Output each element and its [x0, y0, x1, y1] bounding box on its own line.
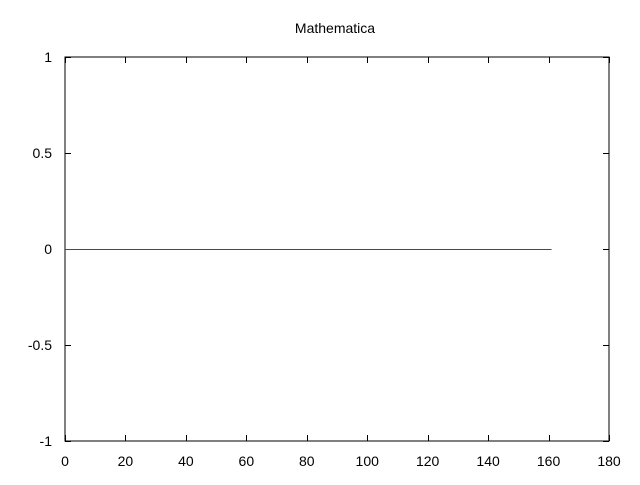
x-tick-label: 180 [597, 453, 621, 469]
y-tick-label: 0.5 [33, 145, 53, 161]
x-axis: 0 20 40 60 80 100 120 140 160 180 [61, 57, 621, 469]
x-tick-label: 160 [537, 453, 561, 469]
x-tick-label: 140 [476, 453, 500, 469]
x-tick-label: 40 [178, 453, 194, 469]
y-tick-label: -0.5 [28, 337, 52, 353]
x-tick-label: 0 [61, 453, 69, 469]
x-tick-label: 20 [118, 453, 134, 469]
x-tick-label: 120 [416, 453, 440, 469]
x-tick-label: 100 [356, 453, 380, 469]
x-tick-label: 60 [239, 453, 255, 469]
y-axis: 1 0.5 0 -0.5 -1 [28, 49, 609, 449]
y-tick-label: 0 [44, 241, 52, 257]
y-tick-label: 1 [44, 49, 52, 65]
x-tick-label: 80 [299, 453, 315, 469]
y-tick-label: -1 [40, 433, 53, 449]
chart-title: Mathematica [295, 20, 375, 36]
